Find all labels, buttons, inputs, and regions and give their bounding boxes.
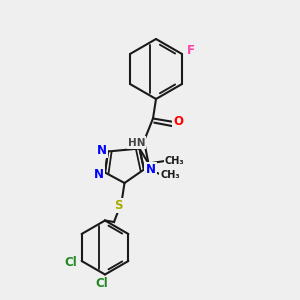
Text: F: F bbox=[187, 44, 195, 58]
Text: Cl: Cl bbox=[96, 277, 108, 290]
Text: N: N bbox=[146, 163, 156, 176]
Text: CH₃: CH₃ bbox=[160, 170, 180, 181]
Text: N: N bbox=[96, 143, 106, 157]
Text: HN: HN bbox=[128, 137, 145, 148]
Text: O: O bbox=[173, 115, 184, 128]
Text: N: N bbox=[93, 167, 103, 181]
Text: S: S bbox=[114, 199, 123, 212]
Text: Cl: Cl bbox=[65, 256, 77, 269]
Text: CH₃: CH₃ bbox=[165, 155, 184, 166]
